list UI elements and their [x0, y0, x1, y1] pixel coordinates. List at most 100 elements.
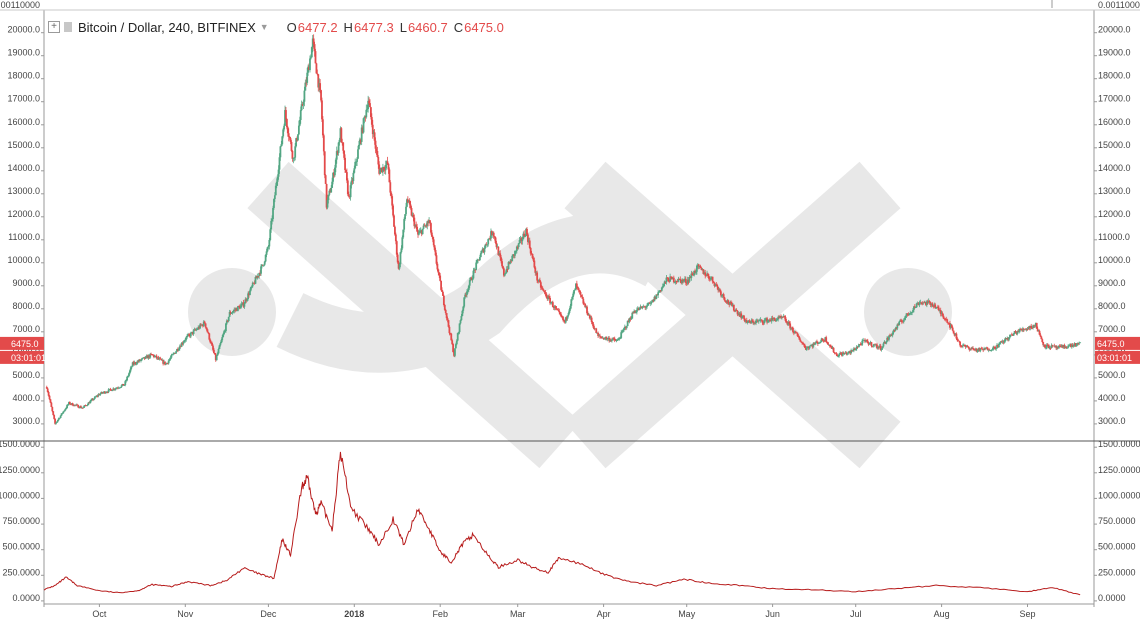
candle-body — [322, 135, 325, 152]
candle-body — [540, 287, 543, 289]
expand-icon[interactable]: + — [48, 21, 60, 33]
candle-body — [383, 169, 386, 171]
candle-body — [792, 331, 795, 334]
candle-body — [668, 281, 671, 283]
candle-body — [777, 316, 780, 320]
price-tick-label: 17000.0 — [1098, 94, 1131, 104]
candle-body — [890, 334, 893, 336]
chevron-down-icon[interactable]: ▼ — [259, 22, 269, 32]
candle-body — [397, 262, 400, 269]
candle-body — [226, 320, 229, 322]
candle-body — [154, 355, 157, 357]
candle-body — [739, 313, 742, 317]
candle-body — [1046, 344, 1049, 346]
candle-body — [296, 138, 298, 141]
price-tick-label: 12000.0 — [7, 209, 40, 219]
candle-body — [854, 349, 857, 351]
price-tick-label: 15000.0 — [1098, 140, 1131, 150]
price-badge — [0, 336, 44, 350]
candle-body — [903, 318, 906, 320]
candle-body — [555, 308, 558, 310]
candle-body — [699, 266, 702, 268]
candle-body — [789, 323, 792, 329]
candle-body — [1058, 345, 1060, 349]
time-tick-label: Apr — [597, 609, 611, 619]
price-tick-label: 12000.0 — [1098, 209, 1131, 219]
candle-body — [205, 327, 208, 330]
price-tick-label: 5000.0 — [1098, 370, 1126, 380]
candle-body — [144, 356, 147, 359]
candle-body — [599, 336, 602, 338]
candle-body — [347, 194, 350, 197]
candle-body — [832, 347, 835, 353]
price-tick-label: 16000.0 — [7, 117, 40, 127]
price-tick-label: 4000.0 — [1098, 393, 1126, 403]
candle-body — [931, 303, 934, 306]
candle-body — [925, 301, 928, 305]
price-tick-label: 11000.0 — [8, 232, 40, 242]
candle-body — [370, 117, 373, 125]
candle-body — [775, 319, 778, 322]
visibility-icon[interactable] — [64, 22, 72, 32]
candle-body — [466, 291, 468, 295]
candle-body — [414, 225, 417, 227]
symbol-title[interactable]: Bitcoin / Dollar, 240, BITFINEX — [78, 19, 256, 35]
candle-body — [645, 306, 648, 308]
candle-body — [662, 283, 665, 287]
candle-body — [460, 315, 463, 321]
candle-body — [776, 319, 779, 321]
candle-body — [54, 418, 56, 424]
candle-body — [830, 346, 833, 349]
candle-body — [398, 264, 401, 269]
candle-body — [313, 44, 316, 52]
candle-body — [1053, 345, 1056, 347]
candle-body — [604, 337, 607, 339]
candle-body — [876, 344, 878, 349]
candle-body — [285, 118, 288, 128]
candle-body — [116, 387, 119, 389]
candle-body — [100, 392, 103, 394]
candle-body — [473, 269, 476, 271]
candle-body — [221, 337, 224, 341]
candle-body — [73, 404, 76, 406]
candle-body — [501, 261, 503, 267]
candle-body — [443, 305, 446, 310]
candle-body — [410, 208, 413, 216]
candle-body — [997, 343, 1000, 348]
candle-body — [229, 312, 232, 314]
candle-body — [855, 346, 858, 350]
candle-body — [76, 404, 79, 406]
candle-body — [1045, 347, 1047, 349]
low-label: L — [399, 19, 407, 35]
candle-body — [446, 318, 449, 321]
candle-body — [140, 358, 143, 360]
candle-body — [149, 353, 152, 358]
candle-body — [759, 319, 762, 321]
candle-body — [984, 348, 986, 350]
candle-body — [937, 307, 940, 311]
candle-body — [1050, 345, 1053, 348]
candle-body — [599, 335, 601, 337]
candle-body — [202, 321, 205, 326]
candle-body — [51, 407, 54, 412]
price-tick-label: 18000.0 — [7, 71, 40, 81]
candle-body — [905, 313, 908, 316]
candle-body — [983, 348, 986, 351]
candle-body — [918, 302, 921, 306]
candle-body — [527, 240, 530, 242]
candle-body — [570, 299, 573, 306]
candle-body — [912, 309, 914, 312]
candle-body — [713, 282, 716, 286]
candle-body — [78, 407, 80, 409]
candle-body — [163, 361, 165, 364]
candle-body — [896, 324, 899, 329]
candle-body — [457, 332, 460, 334]
price-tick-label: 3000.0 — [12, 416, 40, 426]
candle-body — [139, 359, 141, 361]
candle-body — [1042, 342, 1045, 346]
candle-body — [701, 269, 704, 270]
candle-body — [472, 270, 475, 279]
candle-body — [533, 260, 536, 268]
candle-body — [213, 353, 216, 355]
